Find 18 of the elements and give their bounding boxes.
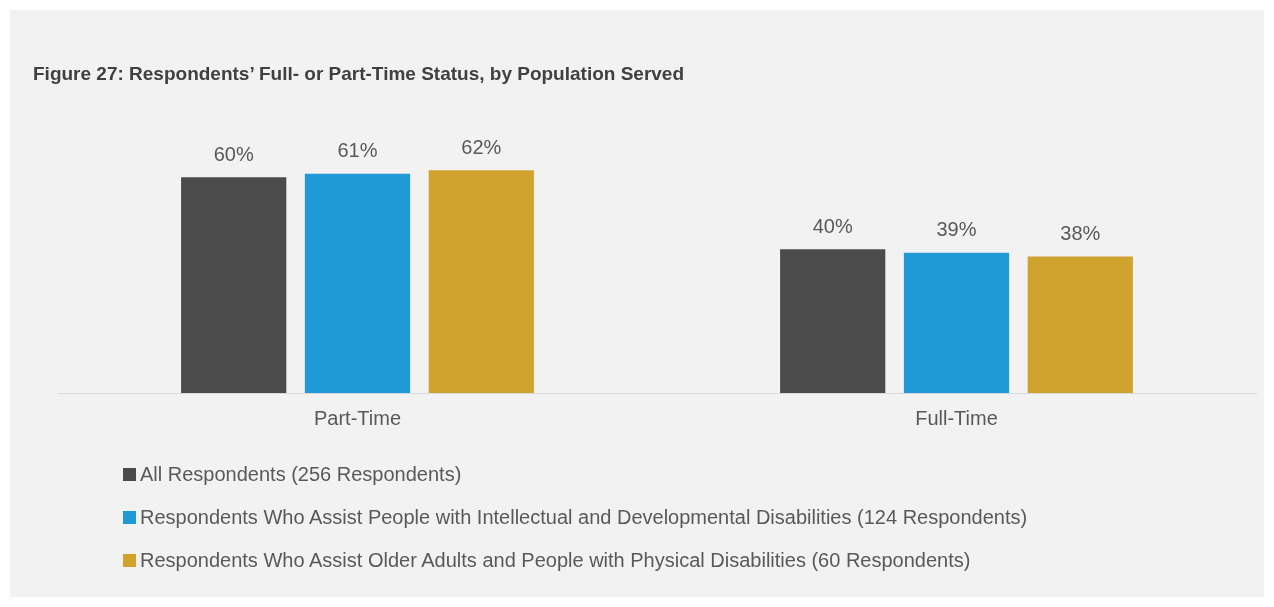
data-label: 62% xyxy=(461,135,502,158)
data-label: 40% xyxy=(812,214,853,237)
bar xyxy=(181,177,287,393)
bar xyxy=(304,173,411,393)
bar xyxy=(780,249,886,393)
data-label: 61% xyxy=(337,139,378,162)
x-tick-label: Part-Time xyxy=(313,406,402,429)
legend-label: All Respondents (256 Respondents) xyxy=(140,462,462,487)
bar xyxy=(1027,256,1133,393)
bar xyxy=(903,252,1010,393)
data-label: 38% xyxy=(1060,221,1101,244)
legend-label: Respondents Who Assist Older Adults and People with Physical Disabilities (60 Respondents) xyxy=(140,548,971,573)
x-tick-label: Full-Time xyxy=(915,406,998,429)
legend-label: Respondents Who Assist People with Intellectual and Developmental Disabilities (124 Respondents) xyxy=(140,505,1028,530)
chart-title: Figure 27: Respondents’ Full- or Part-Time Status, by Population Served xyxy=(33,63,685,85)
data-label: 39% xyxy=(936,218,977,241)
bar xyxy=(428,170,534,393)
data-label: 60% xyxy=(213,142,254,165)
